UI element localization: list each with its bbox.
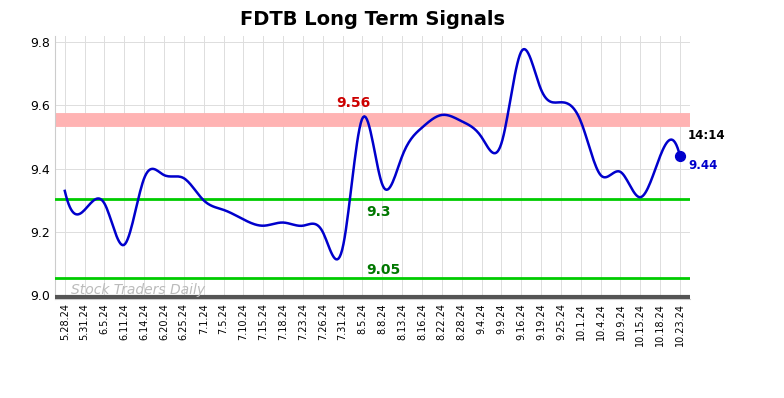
Text: Stock Traders Daily: Stock Traders Daily xyxy=(71,283,205,297)
Text: 9.3: 9.3 xyxy=(366,205,391,219)
Text: 9.05: 9.05 xyxy=(366,263,401,277)
Text: 9.44: 9.44 xyxy=(688,159,717,172)
Text: 9.56: 9.56 xyxy=(336,96,371,110)
Text: 14:14: 14:14 xyxy=(688,129,725,142)
Title: FDTB Long Term Signals: FDTB Long Term Signals xyxy=(240,10,505,29)
Point xyxy=(673,153,686,159)
